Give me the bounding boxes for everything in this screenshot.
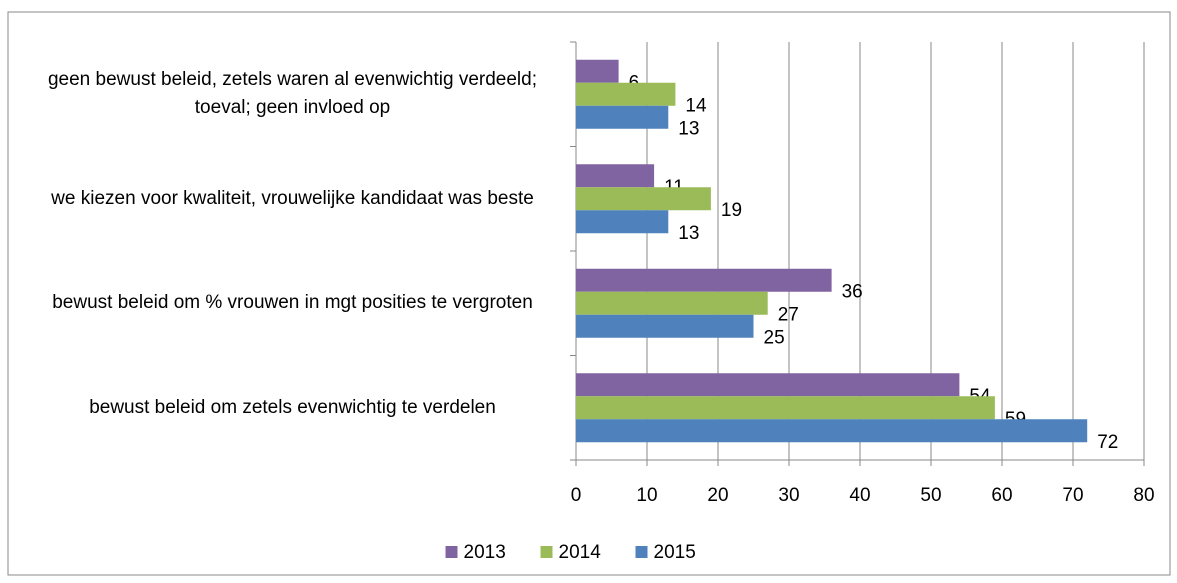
y-tick-label: bewust beleid om % vrouwen in mgt positi… [52, 292, 533, 314]
bar [576, 419, 1088, 443]
data-label: 13 [678, 223, 699, 244]
legend-swatch [445, 546, 458, 558]
bar [576, 59, 619, 83]
data-label: 27 [778, 304, 799, 325]
legend-swatch [635, 546, 648, 558]
bar [576, 210, 669, 234]
y-tick-label: geen bewust beleid, zetels waren al even… [47, 69, 538, 119]
x-tick-label: 30 [778, 485, 799, 506]
bar [576, 373, 960, 397]
legend-label: 2015 [654, 542, 696, 563]
legend-label: 2014 [559, 542, 602, 563]
x-tick-label: 50 [920, 485, 941, 506]
x-tick-label: 10 [636, 485, 657, 506]
y-tick-label: bewust beleid om zetels evenwichtig te v… [89, 396, 496, 418]
bar [576, 82, 676, 106]
x-tick-label: 0 [571, 485, 582, 506]
data-label: 25 [764, 327, 785, 348]
x-tick-label: 20 [707, 485, 728, 506]
x-tick-label: 80 [1133, 485, 1154, 506]
x-tick-label: 60 [991, 485, 1012, 506]
x-tick-label: 70 [1062, 485, 1083, 506]
x-tick-label: 40 [849, 485, 870, 506]
bar [576, 314, 754, 338]
legend-label: 2013 [464, 542, 506, 563]
bar [576, 187, 711, 211]
data-label: 36 [842, 281, 863, 302]
bar [576, 291, 768, 315]
data-label: 14 [685, 95, 707, 116]
bar [576, 268, 832, 292]
bar [576, 396, 995, 420]
legend-swatch [540, 546, 553, 558]
data-label: 72 [1097, 432, 1118, 453]
bar [576, 105, 669, 129]
data-label: 19 [721, 200, 742, 221]
data-label: 13 [678, 118, 699, 139]
bar [576, 164, 655, 188]
y-tick-label: we kiezen voor kwaliteit, vrouwelijke ka… [51, 187, 534, 209]
